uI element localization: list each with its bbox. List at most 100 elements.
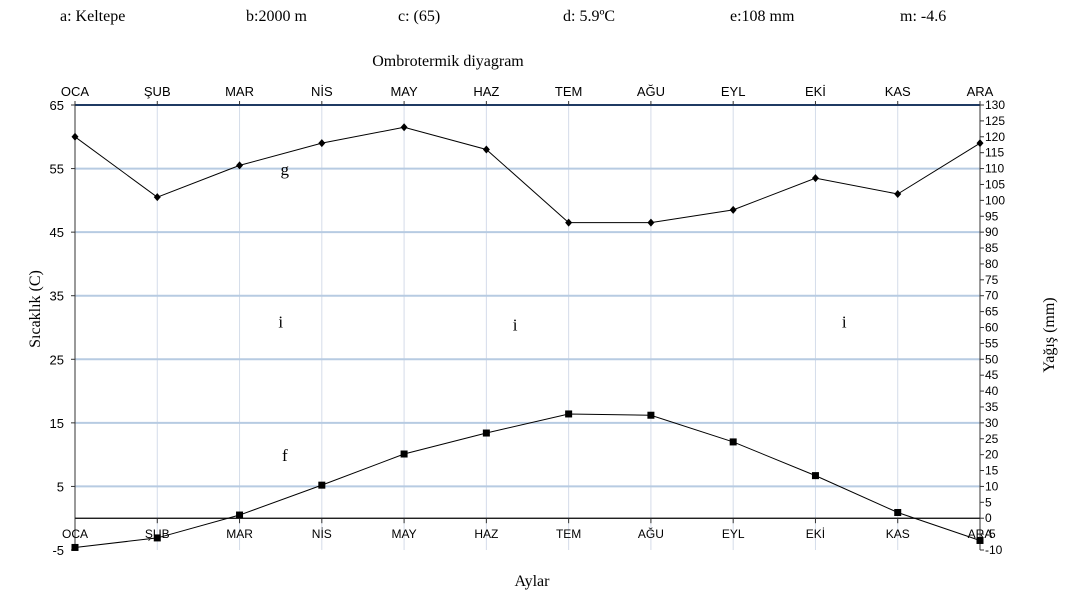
axes: OCA OCA ŞUB ŞUB MAR MAR NİS NİS MAY MAY HAZ HAZ TEM T… [50, 84, 1006, 558]
temperature-point [236, 511, 244, 519]
right-tick-label: 5 [985, 495, 992, 509]
left-tick-label: 55 [50, 162, 64, 177]
right-tick-label: 25 [985, 432, 999, 446]
right-tick-label: 0 [985, 511, 992, 525]
right-tick-label: 110 [985, 162, 1004, 176]
right-tick-label: 35 [985, 400, 999, 414]
temperature-line [74, 413, 981, 548]
right-tick-label: 70 [985, 289, 999, 303]
month-label-top: NİS [311, 84, 333, 99]
month-label-top: EYL [721, 84, 746, 99]
month-label-baseline: ŞUB [145, 527, 170, 541]
precipitation-point [482, 145, 490, 154]
right-tick-label: 105 [985, 177, 1005, 191]
right-tick-label: 115 [985, 146, 1004, 160]
right-tick-label: 40 [985, 384, 999, 398]
month-label-top: MAY [390, 84, 418, 99]
temperature-point [729, 438, 737, 446]
precipitation-point [729, 205, 737, 214]
precipitation-point [976, 139, 984, 148]
right-tick-label: 55 [985, 336, 999, 350]
month-label-baseline: AĞU [638, 526, 664, 541]
annotations: g i i i f [278, 160, 847, 465]
temperature-point [894, 508, 902, 516]
right-tick-label: 120 [985, 130, 1005, 144]
month-label-baseline: EYL [722, 527, 745, 541]
annotation-label: i [513, 316, 518, 335]
month-label-top: ARA [967, 84, 994, 99]
month-label-top: KAS [885, 84, 911, 99]
temperature-point [482, 429, 490, 437]
left-tick-label: 25 [50, 352, 64, 367]
annotation-label: i [278, 313, 283, 332]
right-tick-label: -5 [985, 527, 996, 541]
right-tick-label: 65 [985, 305, 999, 319]
right-tick-label: 75 [985, 273, 999, 287]
header-station: a: Keltepe [60, 8, 125, 25]
right-tick-label: 100 [985, 193, 1005, 207]
right-tick-label: 30 [985, 416, 999, 430]
data-series [71, 123, 984, 551]
temperature-point [976, 536, 984, 544]
month-label-baseline: OCA [62, 527, 88, 541]
left-tick-label: -5 [52, 543, 64, 558]
month-label-top: HAZ [473, 84, 499, 99]
right-tick-label: 45 [985, 368, 999, 382]
month-label-top: AĞU [637, 84, 665, 99]
precipitation-point [811, 174, 819, 183]
right-tick-label: 50 [985, 352, 999, 366]
month-label-top: MAR [225, 84, 254, 99]
left-tick-label: 15 [50, 416, 64, 431]
left-tick-label: 45 [50, 225, 64, 240]
right-tick-label: 80 [985, 257, 999, 271]
month-label-top: TEM [555, 84, 582, 99]
left-tick-label: 65 [50, 98, 64, 113]
right-tick-label: 90 [985, 225, 999, 239]
precipitation-point [236, 161, 244, 170]
month-label-top: OCA [61, 84, 90, 99]
temperature-point [400, 450, 408, 458]
header-elevation: b:2000 m [246, 8, 307, 25]
right-tick-label: 15 [985, 464, 999, 478]
x-axis-title: Aylar [515, 573, 551, 590]
left-tick-label: 35 [50, 289, 64, 304]
right-tick-label: 95 [985, 209, 999, 223]
temperature-point [565, 410, 573, 418]
precipitation-point [647, 218, 655, 227]
chart-title: Ombrotermik diyagram [372, 53, 524, 70]
right-tick-label: 60 [985, 321, 999, 335]
temperature-point [153, 534, 161, 542]
y-axis-title-right: Yağış (mm) [1041, 297, 1058, 372]
month-label-baseline: HAZ [474, 527, 498, 541]
precipitation-point [153, 193, 161, 202]
header-minimum-temperature: m: -4.6 [900, 8, 946, 25]
temperature-point [811, 472, 819, 480]
left-tick-label: 5 [57, 479, 64, 494]
header-mean-temperature: d: 5.9ºC [563, 8, 615, 25]
right-tick-label: -10 [985, 543, 1003, 557]
right-tick-label: 130 [985, 98, 1005, 112]
month-label-baseline: EKİ [806, 527, 825, 541]
precipitation-point [894, 190, 902, 198]
precipitation-point [71, 132, 79, 141]
precipitation-point [565, 218, 573, 227]
annotation-label: g [281, 160, 290, 179]
month-label-baseline: NİS [312, 527, 332, 541]
precipitation-point [318, 139, 326, 148]
annotation-label: i [842, 313, 847, 332]
month-label-baseline: MAR [226, 527, 253, 541]
right-tick-label: 125 [985, 114, 1005, 128]
right-tick-label: 85 [985, 241, 999, 255]
right-tick-label: 20 [985, 448, 999, 462]
annotation-label: f [282, 446, 288, 465]
temperature-point [71, 543, 79, 551]
header-c-value: c: (65) [398, 8, 440, 25]
right-tick-label: 10 [985, 479, 999, 493]
month-label-top: ŞUB [144, 84, 171, 99]
temperature-point [647, 411, 655, 419]
temperature-point [318, 481, 326, 489]
y-axis-title-left: Sıcaklık (C) [27, 270, 44, 348]
month-label-top: EKİ [805, 84, 826, 99]
precipitation-line [74, 126, 981, 224]
